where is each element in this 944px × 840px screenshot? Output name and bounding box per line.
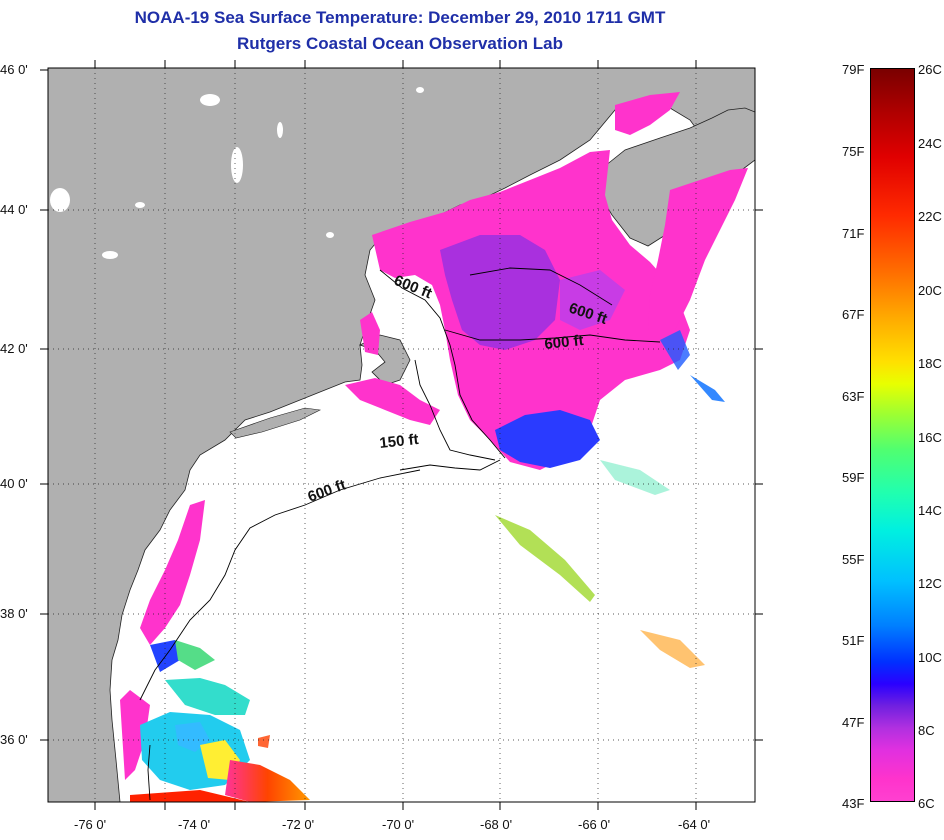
land-long-island — [229, 407, 322, 439]
land-nova-scotia — [599, 107, 755, 247]
colorbar-label-f: 59F — [842, 470, 865, 485]
colorbar-label-c: 8C — [918, 723, 935, 738]
sst-map: 600 ft 600 ft 600 ft 150 ft 600 ft — [0, 60, 763, 832]
colorbar-label-c: 16C — [918, 430, 942, 445]
longitude-label: -72 0' — [282, 817, 314, 832]
map-subtitle: Rutgers Coastal Ocean Observation Lab — [237, 34, 563, 53]
colorbar-label-c: 12C — [918, 576, 942, 591]
latitude-label: 42 0' — [0, 341, 28, 356]
axis-ticks — [40, 60, 763, 810]
colorbar-label-f: 79F — [842, 62, 865, 77]
longitude-label: -64 0' — [678, 817, 710, 832]
map-frame — [47, 67, 756, 803]
colorbar-label-c: 24C — [918, 136, 942, 151]
longitude-label: -66 0' — [578, 817, 610, 832]
contour-label: 150 ft — [379, 431, 420, 452]
map-title: NOAA-19 Sea Surface Temperature: Decembe… — [134, 8, 666, 27]
longitude-label: -70 0' — [382, 817, 414, 832]
colorbar-label-c: 10C — [918, 650, 942, 665]
sst-warm-waters — [130, 375, 725, 802]
inland-lakes — [50, 87, 424, 259]
colorbar-label-f: 71F — [842, 226, 865, 241]
colorbar-label-c: 20C — [918, 283, 942, 298]
latitude-label: 36 0' — [0, 732, 28, 747]
colorbar-label-c: 14C — [918, 503, 942, 518]
sst-violet-waters — [150, 235, 690, 672]
longitude-label: -74 0' — [178, 817, 210, 832]
longitude-label: -68 0' — [480, 817, 512, 832]
colorbar-label-c: 6C — [918, 796, 935, 811]
colorbar-label-f: 67F — [842, 307, 865, 322]
colorbar-label-f: 47F — [842, 715, 865, 730]
colorbar-label-f: 75F — [842, 144, 865, 159]
colorbar-label-f: 43F — [842, 796, 865, 811]
colorbar-label-c: 26C — [918, 62, 942, 77]
bathymetry-contours — [139, 267, 661, 801]
temperature-colorbar — [870, 68, 915, 802]
latitude-label: 38 0' — [0, 606, 28, 621]
longitude-label: -76 0' — [74, 817, 106, 832]
colorbar-label-f: 51F — [842, 633, 865, 648]
colorbar-label-f: 55F — [842, 552, 865, 567]
colorbar-label-c: 18C — [918, 356, 942, 371]
colorbar-label-c: 22C — [918, 209, 942, 224]
latitude-label: 40 0' — [0, 476, 28, 491]
latitude-label: 46 0' — [0, 62, 28, 77]
latitude-label: 44 0' — [0, 202, 28, 217]
contour-label: 600 ft — [544, 332, 585, 353]
colorbar-label-f: 63F — [842, 389, 865, 404]
